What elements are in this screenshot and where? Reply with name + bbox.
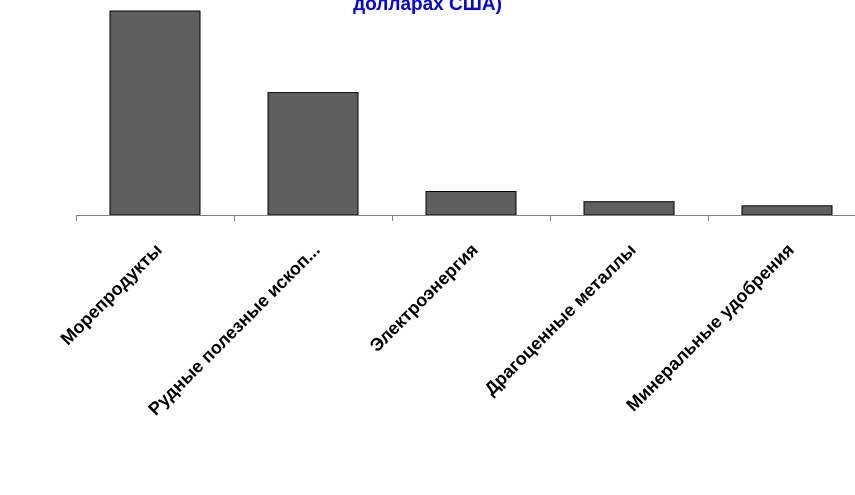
x-tick-label-3: Электроэнергия — [366, 240, 482, 356]
chart-title: долларах США) — [353, 0, 502, 15]
x-tick-label-2: Рудные полезные ископ... — [144, 240, 323, 419]
bar-4 — [583, 201, 675, 216]
x-tick-label-4: Драгоценные металлы — [480, 240, 639, 399]
bar-2 — [267, 92, 359, 216]
x-axis — [76, 215, 855, 221]
bar-5 — [741, 205, 833, 216]
bars-group — [109, 10, 833, 216]
bar-1 — [109, 10, 201, 216]
x-tick-label-1: Морепродукты — [57, 240, 166, 349]
x-tick-label-5: Минеральные удобрения — [622, 240, 798, 416]
bar-3 — [425, 191, 517, 216]
